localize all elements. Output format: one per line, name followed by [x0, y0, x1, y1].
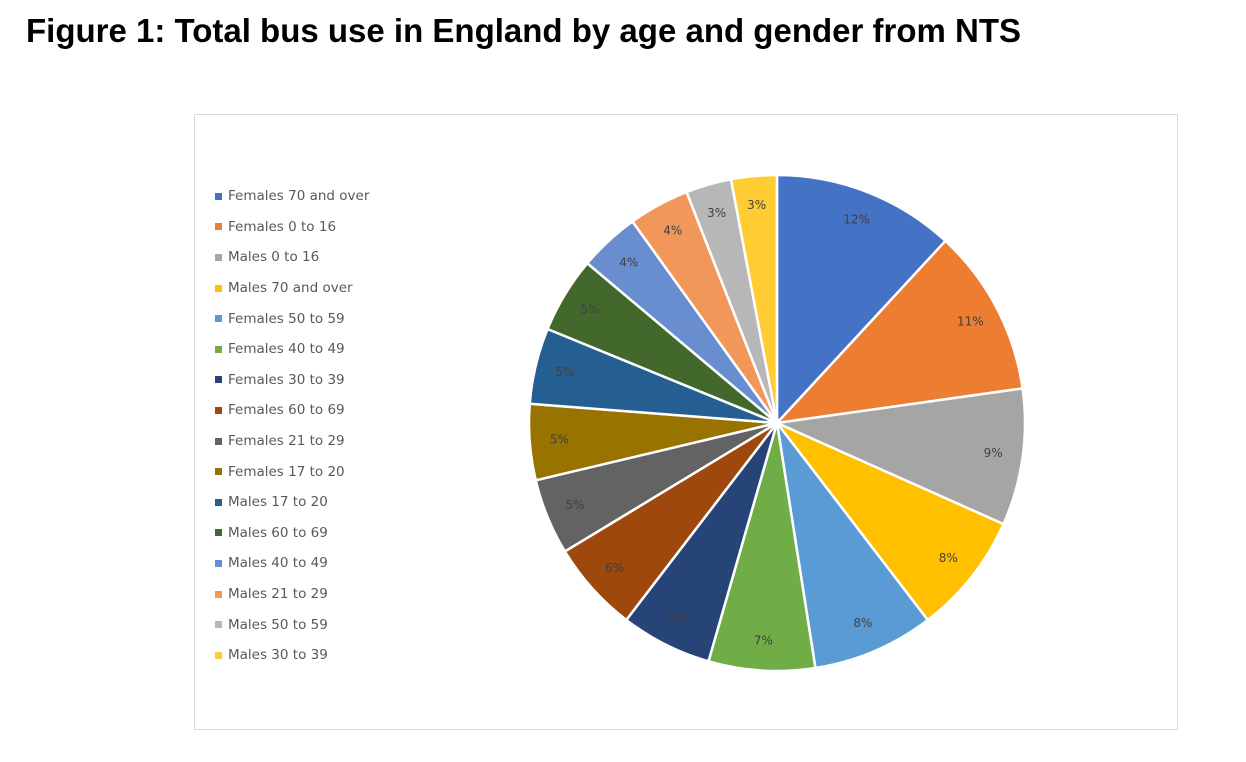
- legend-swatch: [215, 529, 222, 537]
- legend-item: Females 17 to 20: [215, 456, 369, 487]
- legend-item: Females 0 to 16: [215, 212, 369, 243]
- legend-item: Females 60 to 69: [215, 395, 369, 426]
- legend-item: Females 50 to 59: [215, 303, 369, 334]
- legend-item: Males 30 to 39: [215, 640, 369, 671]
- slice-data-label: 4%: [619, 255, 638, 269]
- slice-data-label: 5%: [550, 432, 569, 446]
- legend-label: Males 50 to 59: [228, 616, 328, 633]
- legend-item: Males 40 to 49: [215, 548, 369, 579]
- slice-data-label: 7%: [754, 633, 773, 647]
- pie-slice: [775, 173, 947, 425]
- slice-data-label: 8%: [853, 616, 872, 630]
- slice-data-label: 4%: [663, 224, 682, 238]
- slice-data-label: 5%: [566, 498, 585, 512]
- slice-data-label: 3%: [747, 198, 766, 212]
- slice-labels: 12% 11% 9% 8% 8% 7% 6% 6% 5% 5% 5% 5% 4% 4% 3% 3%: [550, 198, 1003, 647]
- legend-label: Females 21 to 29: [228, 433, 345, 450]
- legend-item: Females 70 and over: [215, 181, 369, 212]
- pie-slice: [775, 421, 1005, 622]
- legend-item: Males 70 and over: [215, 273, 369, 304]
- legend-item: Males 21 to 29: [215, 579, 369, 610]
- legend-swatch: [215, 651, 222, 659]
- legend-label: Males 40 to 49: [228, 555, 328, 572]
- slice-data-label: 8%: [939, 551, 958, 565]
- legend-swatch: [215, 498, 222, 506]
- slice-data-label: 3%: [707, 206, 726, 220]
- legend-label: Females 17 to 20: [228, 463, 345, 480]
- legend-label: Males 30 to 39: [228, 647, 328, 664]
- legend-swatch: [215, 621, 222, 629]
- slice-data-label: 12%: [843, 212, 870, 226]
- legend-swatch: [215, 192, 222, 200]
- legend-label: Males 21 to 29: [228, 586, 328, 603]
- legend-label: Males 60 to 69: [228, 524, 328, 541]
- legend-swatch: [215, 468, 222, 476]
- legend-item: Females 21 to 29: [215, 426, 369, 457]
- legend-item: Males 60 to 69: [215, 518, 369, 549]
- legend-swatch: [215, 590, 222, 598]
- legend-swatch: [215, 223, 222, 231]
- pie-slice: [707, 421, 817, 673]
- legend-label: Males 70 and over: [228, 280, 353, 297]
- legend-item: Females 40 to 49: [215, 334, 369, 365]
- legend-swatch: [215, 315, 222, 323]
- legend-label: Females 0 to 16: [228, 218, 337, 235]
- pie-slice: [775, 239, 1024, 425]
- legend-item: Males 0 to 16: [215, 242, 369, 273]
- legend-label: Females 40 to 49: [228, 341, 345, 358]
- legend-item: Males 17 to 20: [215, 487, 369, 518]
- legend-swatch: [215, 253, 222, 261]
- legend-swatch: [215, 376, 222, 384]
- slice-data-label: 6%: [605, 561, 624, 575]
- legend-label: Males 0 to 16: [228, 249, 320, 266]
- slice-data-label: 5%: [581, 302, 600, 316]
- pie-slice: [729, 173, 779, 425]
- legend-swatch: [215, 437, 222, 445]
- slice-data-label: 9%: [984, 446, 1003, 460]
- chart-legend: Females 70 and over Females 0 to 16 Males …: [215, 181, 369, 671]
- pie-slice: [775, 387, 1027, 526]
- legend-label: Females 30 to 39: [228, 371, 345, 388]
- slice-data-label: 11%: [957, 314, 984, 328]
- legend-item: Females 30 to 39: [215, 365, 369, 396]
- legend-swatch: [215, 345, 222, 353]
- chart-area: Females 70 and over Females 0 to 16 Males …: [194, 114, 1178, 730]
- legend-swatch: [215, 284, 222, 292]
- slice-data-label: 5%: [555, 365, 574, 379]
- legend-item: Males 50 to 59: [215, 609, 369, 640]
- slice-data-label: 6%: [669, 610, 688, 624]
- pie-chart: 12% 11% 9% 8% 8% 7% 6% 6% 5% 5% 5% 5% 4% 4% 3% 3%: [527, 173, 1027, 673]
- legend-label: Females 50 to 59: [228, 310, 345, 327]
- legend-label: Males 17 to 20: [228, 494, 328, 511]
- legend-label: Females 70 and over: [228, 188, 370, 205]
- legend-swatch: [215, 406, 222, 414]
- figure-title: Figure 1: Total bus use in England by ag…: [26, 12, 1021, 49]
- legend-label: Females 60 to 69: [228, 402, 345, 419]
- pie-slice: [775, 421, 929, 670]
- legend-swatch: [215, 559, 222, 567]
